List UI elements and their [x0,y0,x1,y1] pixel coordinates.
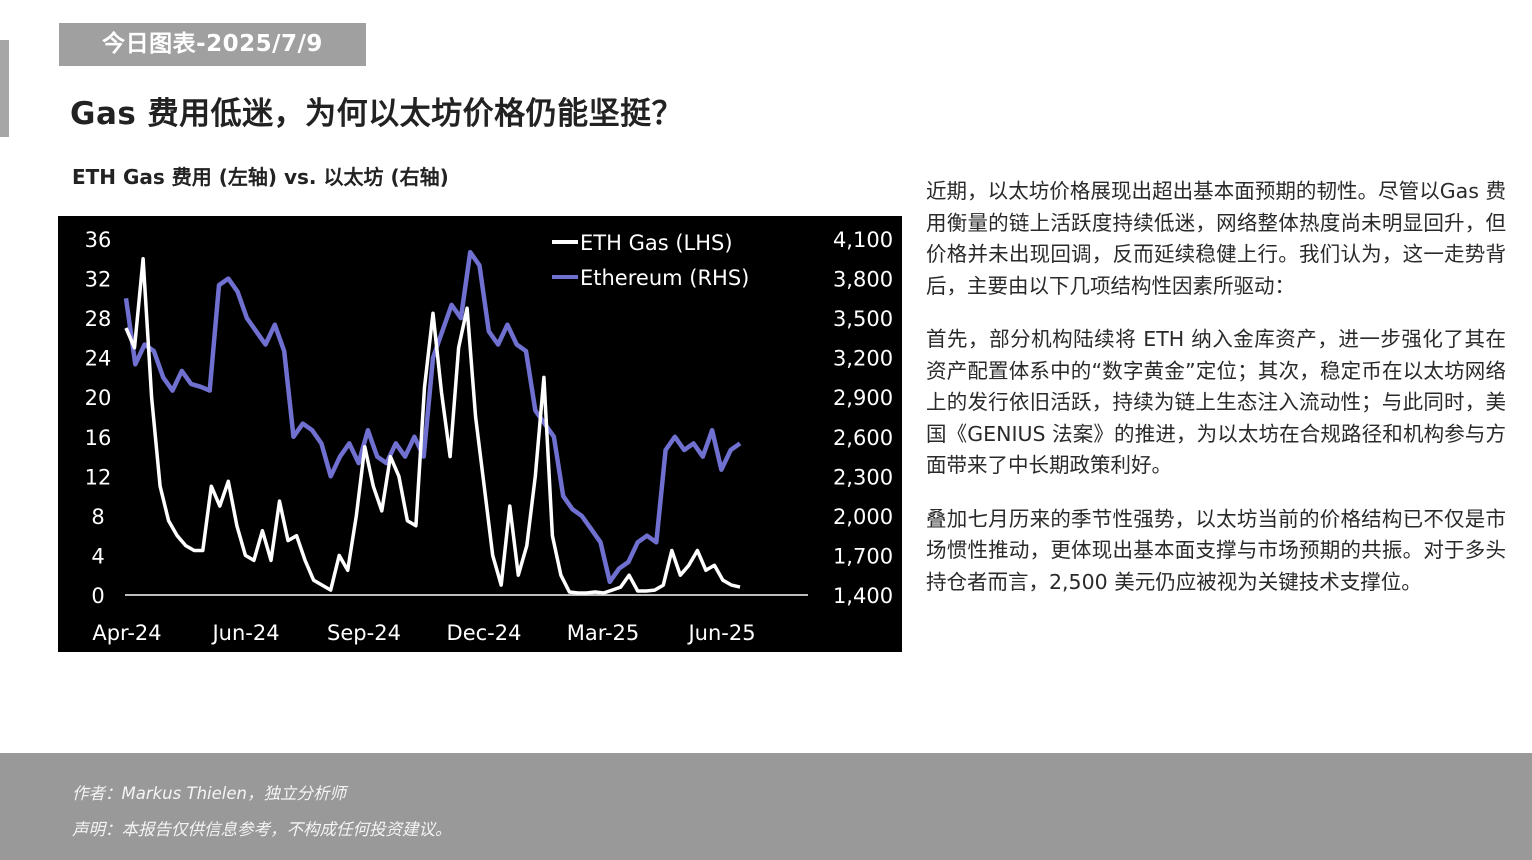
y-right-tick-label: 2,900 [833,386,893,410]
legend-gas-label: ETH Gas (LHS) [580,231,733,255]
ethereum-series-line [123,249,742,585]
y-left-tick-label: 36 [85,228,112,252]
y-right-tick-label: 3,800 [833,268,893,292]
x-tick-label: Jun-25 [686,621,755,645]
y-left-tick-label: 32 [85,268,112,292]
y-left-tick-label: 24 [85,347,112,371]
y-left-tick-label: 8 [91,505,104,529]
paragraph-3: 叠加七月历来的季节性强势，以太坊当前的价格结构已不仅是市场惯性推动，更体现出基本… [926,506,1506,594]
y-axis-right: 1,400 1,700 2,000 2,300 2,600 2,900 3,200 3,500… [833,228,893,608]
paragraph-2: 首先，部分机构陆续将 ETH 纳入金库资产，进一步强化了其在资产配置体系中的“数… [926,327,1506,477]
x-tick-label: Jun-24 [210,621,279,645]
legend-eth-label: Ethereum (RHS) [580,266,749,290]
y-right-tick-label: 1,700 [833,544,893,568]
y-right-tick-label: 3,500 [833,307,893,331]
disclaimer-line: 声明：本报告仅供信息参考，不构成任何投资建议。 [72,820,452,839]
x-tick-label: Dec-24 [447,621,522,645]
gas-series-line [124,257,741,595]
y-right-tick-label: 4,100 [833,228,893,252]
page-title: Gas 费用低迷，为何以太坊价格仍能坚挺？ [70,96,684,132]
y-right-tick-label: 3,200 [833,347,893,371]
y-left-tick-label: 4 [91,544,104,568]
y-left-tick-label: 0 [91,584,104,608]
chart-canvas: 0 4 8 12 16 20 24 28 32 36 1,400 1,700 2,000 2,300 2,… [85,228,893,645]
chart-title: ETH Gas 费用 (左轴) vs. 以太坊 (右轴) [72,165,449,189]
paragraph-1: 近期，以太坊价格展现出超出基本面预期的韧性。尽管以Gas 费用衡量的链上活跃度持… [926,179,1506,298]
legend: ETH Gas (LHS) Ethereum (RHS) [552,231,749,290]
y-left-tick-label: 16 [85,426,112,450]
x-tick-label: Apr-24 [92,621,161,645]
y-left-tick-label: 20 [85,386,112,410]
y-left-tick-label: 28 [85,307,112,331]
x-tick-label: Mar-25 [567,621,640,645]
y-axis-left: 0 4 8 12 16 20 24 28 32 36 [85,228,112,608]
y-right-tick-label: 2,300 [833,465,893,489]
footer: 作者：Markus Thielen，独立分析师 声明：本报告仅供信息参考，不构成… [0,753,1532,860]
x-axis: Apr-24 Jun-24 Sep-24 Dec-24 Mar-25 Jun-25 [92,621,755,645]
y-right-tick-label: 2,600 [833,426,893,450]
y-right-tick-label: 1,400 [833,584,893,608]
x-tick-label: Sep-24 [327,621,401,645]
date-tag: 今日图表-2025/7/9 [59,23,366,66]
y-left-tick-label: 12 [85,465,112,489]
chart: 0 4 8 12 16 20 24 28 32 36 1,400 1,700 2,000 2,300 2,… [58,216,902,652]
author-line: 作者：Markus Thielen，独立分析师 [72,784,346,803]
y-right-tick-label: 2,000 [833,505,893,529]
commentary: 近期，以太坊价格展现出超出基本面预期的韧性。尽管以Gas 费用衡量的链上活跃度持… [926,176,1506,620]
left-accent-bar [0,40,9,137]
